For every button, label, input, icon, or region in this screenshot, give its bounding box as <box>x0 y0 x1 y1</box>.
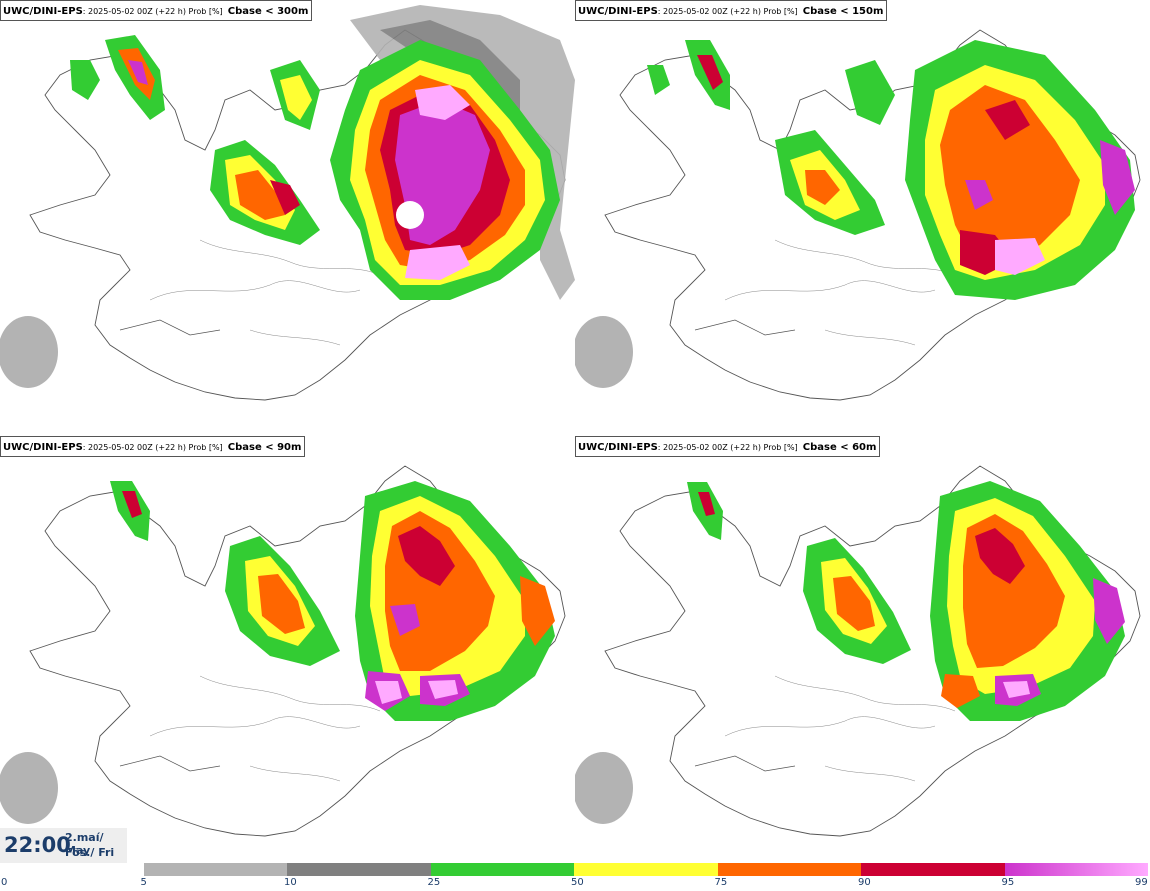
panel-title: UWC/DINI-EPS: 2025-05-02 00Z (+22 h) Pro… <box>0 436 306 457</box>
map-field <box>0 436 575 872</box>
valid-time: 22:00 <box>4 833 71 857</box>
colorbar-tick-label: 95 <box>1001 877 1015 888</box>
variable-label: Cbase < 60m <box>802 442 877 453</box>
model-name: UWC/DINI-EPS <box>3 6 83 17</box>
model-name: UWC/DINI-EPS <box>578 442 658 453</box>
probability-map <box>0 436 575 872</box>
colorbar-segment <box>287 863 431 876</box>
map-panel-cbase-300m: UWC/DINI-EPS: 2025-05-02 00Z (+22 h) Pro… <box>0 0 575 436</box>
colorbar-tick-label: 0 <box>1 877 8 888</box>
valid-weekday: Fös./ Fri <box>65 846 115 859</box>
valid-time-box: 22:00 2.maí/ May Fös./ Fri <box>0 828 127 863</box>
model-name: UWC/DINI-EPS <box>3 442 83 453</box>
colorbar-tick-label: 75 <box>714 877 728 888</box>
colorbar-tick-label: 50 <box>571 877 584 888</box>
probability-map <box>0 0 575 436</box>
colorbar-tick-label: 99 <box>1135 877 1148 888</box>
run-info: : 2025-05-02 00Z (+22 h) Prob [%] <box>657 443 798 452</box>
panel-title: UWC/DINI-EPS: 2025-05-02 00Z (+22 h) Pro… <box>575 0 888 21</box>
variable-label: Cbase < 150m <box>802 6 884 17</box>
probability-map <box>575 0 1150 436</box>
variable-label: Cbase < 90m <box>227 442 302 453</box>
map-panel-cbase-150m: UWC/DINI-EPS: 2025-05-02 00Z (+22 h) Pro… <box>575 0 1150 436</box>
panel-title: UWC/DINI-EPS: 2025-05-02 00Z (+22 h) Pro… <box>0 0 313 21</box>
panel-title: UWC/DINI-EPS: 2025-05-02 00Z (+22 h) Pro… <box>575 436 881 457</box>
run-info: : 2025-05-02 00Z (+22 h) Prob [%] <box>82 443 223 452</box>
probability-map <box>575 436 1150 872</box>
variable-label: Cbase < 300m <box>227 6 309 17</box>
colorbar-segment <box>430 863 574 876</box>
colorbar-segment <box>1004 863 1148 876</box>
colorbar-tick-label: 5 <box>140 877 147 888</box>
colorbar-tick-label: 25 <box>427 877 441 888</box>
colorbar-tick-label: 90 <box>858 877 871 888</box>
valid-date: 2.maí/ May <box>65 831 104 857</box>
map-field <box>575 0 1150 436</box>
colorbar-tick-label: 10 <box>284 877 297 888</box>
run-info: : 2025-05-02 00Z (+22 h) Prob [%] <box>82 7 223 16</box>
model-name: UWC/DINI-EPS <box>578 6 658 17</box>
map-field <box>0 0 575 436</box>
colorbar-segment <box>861 863 1005 876</box>
colorbar-segment <box>717 863 861 876</box>
map-field <box>575 436 1150 872</box>
colorbar-segment <box>143 863 287 876</box>
map-panel-cbase-60m: UWC/DINI-EPS: 2025-05-02 00Z (+22 h) Pro… <box>575 436 1150 872</box>
run-info: : 2025-05-02 00Z (+22 h) Prob [%] <box>657 7 798 16</box>
colorbar-segment <box>574 863 718 876</box>
map-panel-cbase-90m: UWC/DINI-EPS: 2025-05-02 00Z (+22 h) Pro… <box>0 436 575 872</box>
